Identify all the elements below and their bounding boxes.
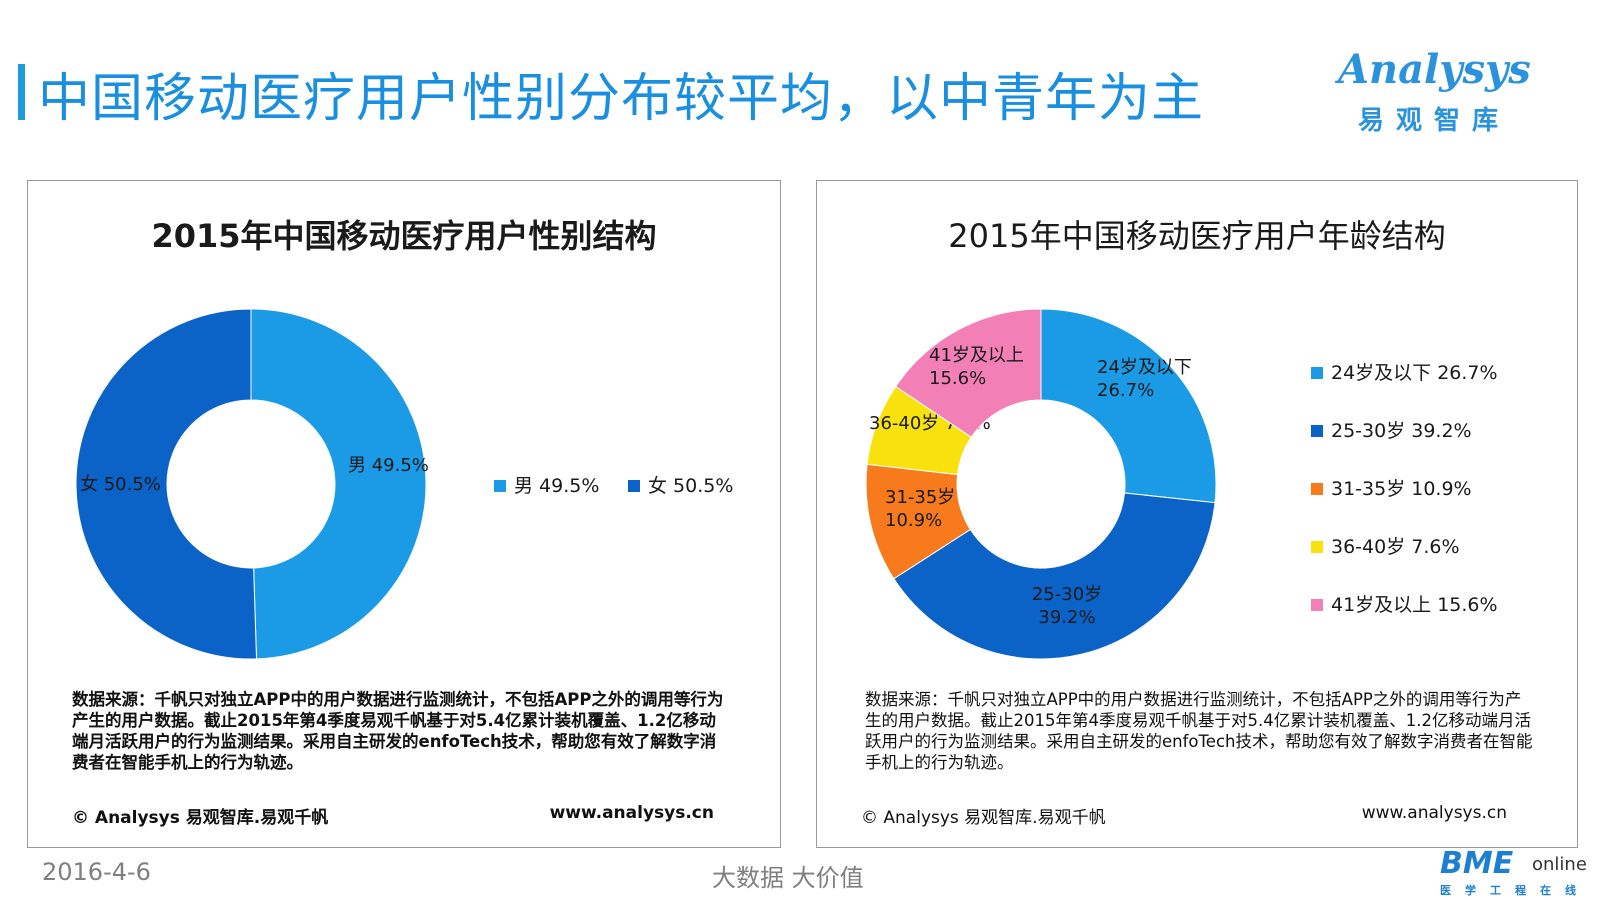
age-chart-panel: 2015年中国移动医疗用户年龄结构 24岁及以下 26.7% 24岁及以下 26.7… [816, 180, 1578, 848]
legend-swatch [1311, 599, 1323, 611]
legend-entry: 24岁及以下 26.7% [1331, 362, 1498, 384]
age-donut-chart: 24岁及以下 26.7% 24岁及以下 26.7% 25-30岁 39.2% 25-30岁… [865, 308, 1498, 660]
bme-wordmark-suffix: online [1532, 854, 1587, 875]
data-source-note: 数据来源：千帆只对独立APP中的用户数据进行监测统计，不包括APP之外的调用等行… [72, 690, 724, 772]
donut-slice [1040, 308, 1217, 504]
donut-slice [75, 308, 258, 660]
legend-swatch [1311, 425, 1323, 437]
slice-data-label: 25-30岁 39.2% [1032, 584, 1102, 628]
legend-swatch [628, 480, 640, 492]
copyright-text: © Analysys 易观智库.易观千帆 [861, 808, 1106, 828]
title-accent-bar [18, 64, 25, 120]
slice-data-label: 31-35岁 10.9% [885, 487, 955, 531]
legend-entry: 36-40岁 7.6% [1331, 536, 1460, 558]
legend-entry: 31-35岁 10.9% [1331, 478, 1472, 500]
legend-entry: 25-30岁 39.2% [1331, 420, 1472, 442]
logo-chinese-name: 易观智库 [1358, 106, 1511, 136]
analysys-logo: Analysys 易观智库 [1318, 40, 1558, 140]
legend-swatch [1311, 541, 1323, 553]
legend-entry: 男 49.5% [514, 475, 599, 497]
legend-swatch [1311, 483, 1323, 495]
data-source-note: 数据来源：千帆只对独立APP中的用户数据进行监测统计，不包括APP之外的调用等行… [865, 690, 1533, 772]
bme-online-logo: BME online 医学工程在线 [1440, 846, 1600, 900]
gender-chart-panel: 2015年中国移动医疗用户性别结构 男 49.5% 男 49.5% 女 50.5% 女… [27, 180, 781, 848]
footer-slogan: 大数据 大价值 [712, 864, 864, 892]
slice-data-label: 男 49.5% [348, 455, 429, 476]
legend-swatch [494, 480, 506, 492]
legend-entry: 女 50.5% [648, 475, 733, 497]
donut-slice [893, 492, 1216, 660]
gender-donut-chart: 男 49.5% 男 49.5% 女 50.5% 女 50.5% [75, 308, 733, 660]
donut-slice [894, 308, 1042, 438]
age-chart-title: 2015年中国移动医疗用户年龄结构 [948, 217, 1446, 255]
footer-date: 2016-4-6 [42, 858, 151, 886]
slice-data-label: 24岁及以下 26.7% [1097, 357, 1192, 401]
copyright-text: © Analysys 易观智库.易观千帆 [72, 808, 329, 828]
website-text: www.analysys.cn [1361, 803, 1507, 823]
bme-chinese-name: 医学工程在线 [1440, 884, 1590, 897]
slice-data-label: 女 50.5% [80, 474, 161, 495]
logo-wordmark: Analysys [1338, 46, 1531, 93]
bme-wordmark: BME [1440, 846, 1514, 881]
legend-entry: 41岁及以上 15.6% [1331, 594, 1498, 616]
website-text: www.analysys.cn [549, 803, 714, 823]
slice-data-label: 41岁及以上 15.6% [929, 345, 1024, 389]
gender-chart-title: 2015年中国移动医疗用户性别结构 [151, 217, 657, 255]
legend-swatch [1311, 367, 1323, 379]
donut-slice [250, 308, 427, 660]
page-title: 中国移动医疗用户性别分布较平均，以中青年为主 [38, 69, 1205, 129]
